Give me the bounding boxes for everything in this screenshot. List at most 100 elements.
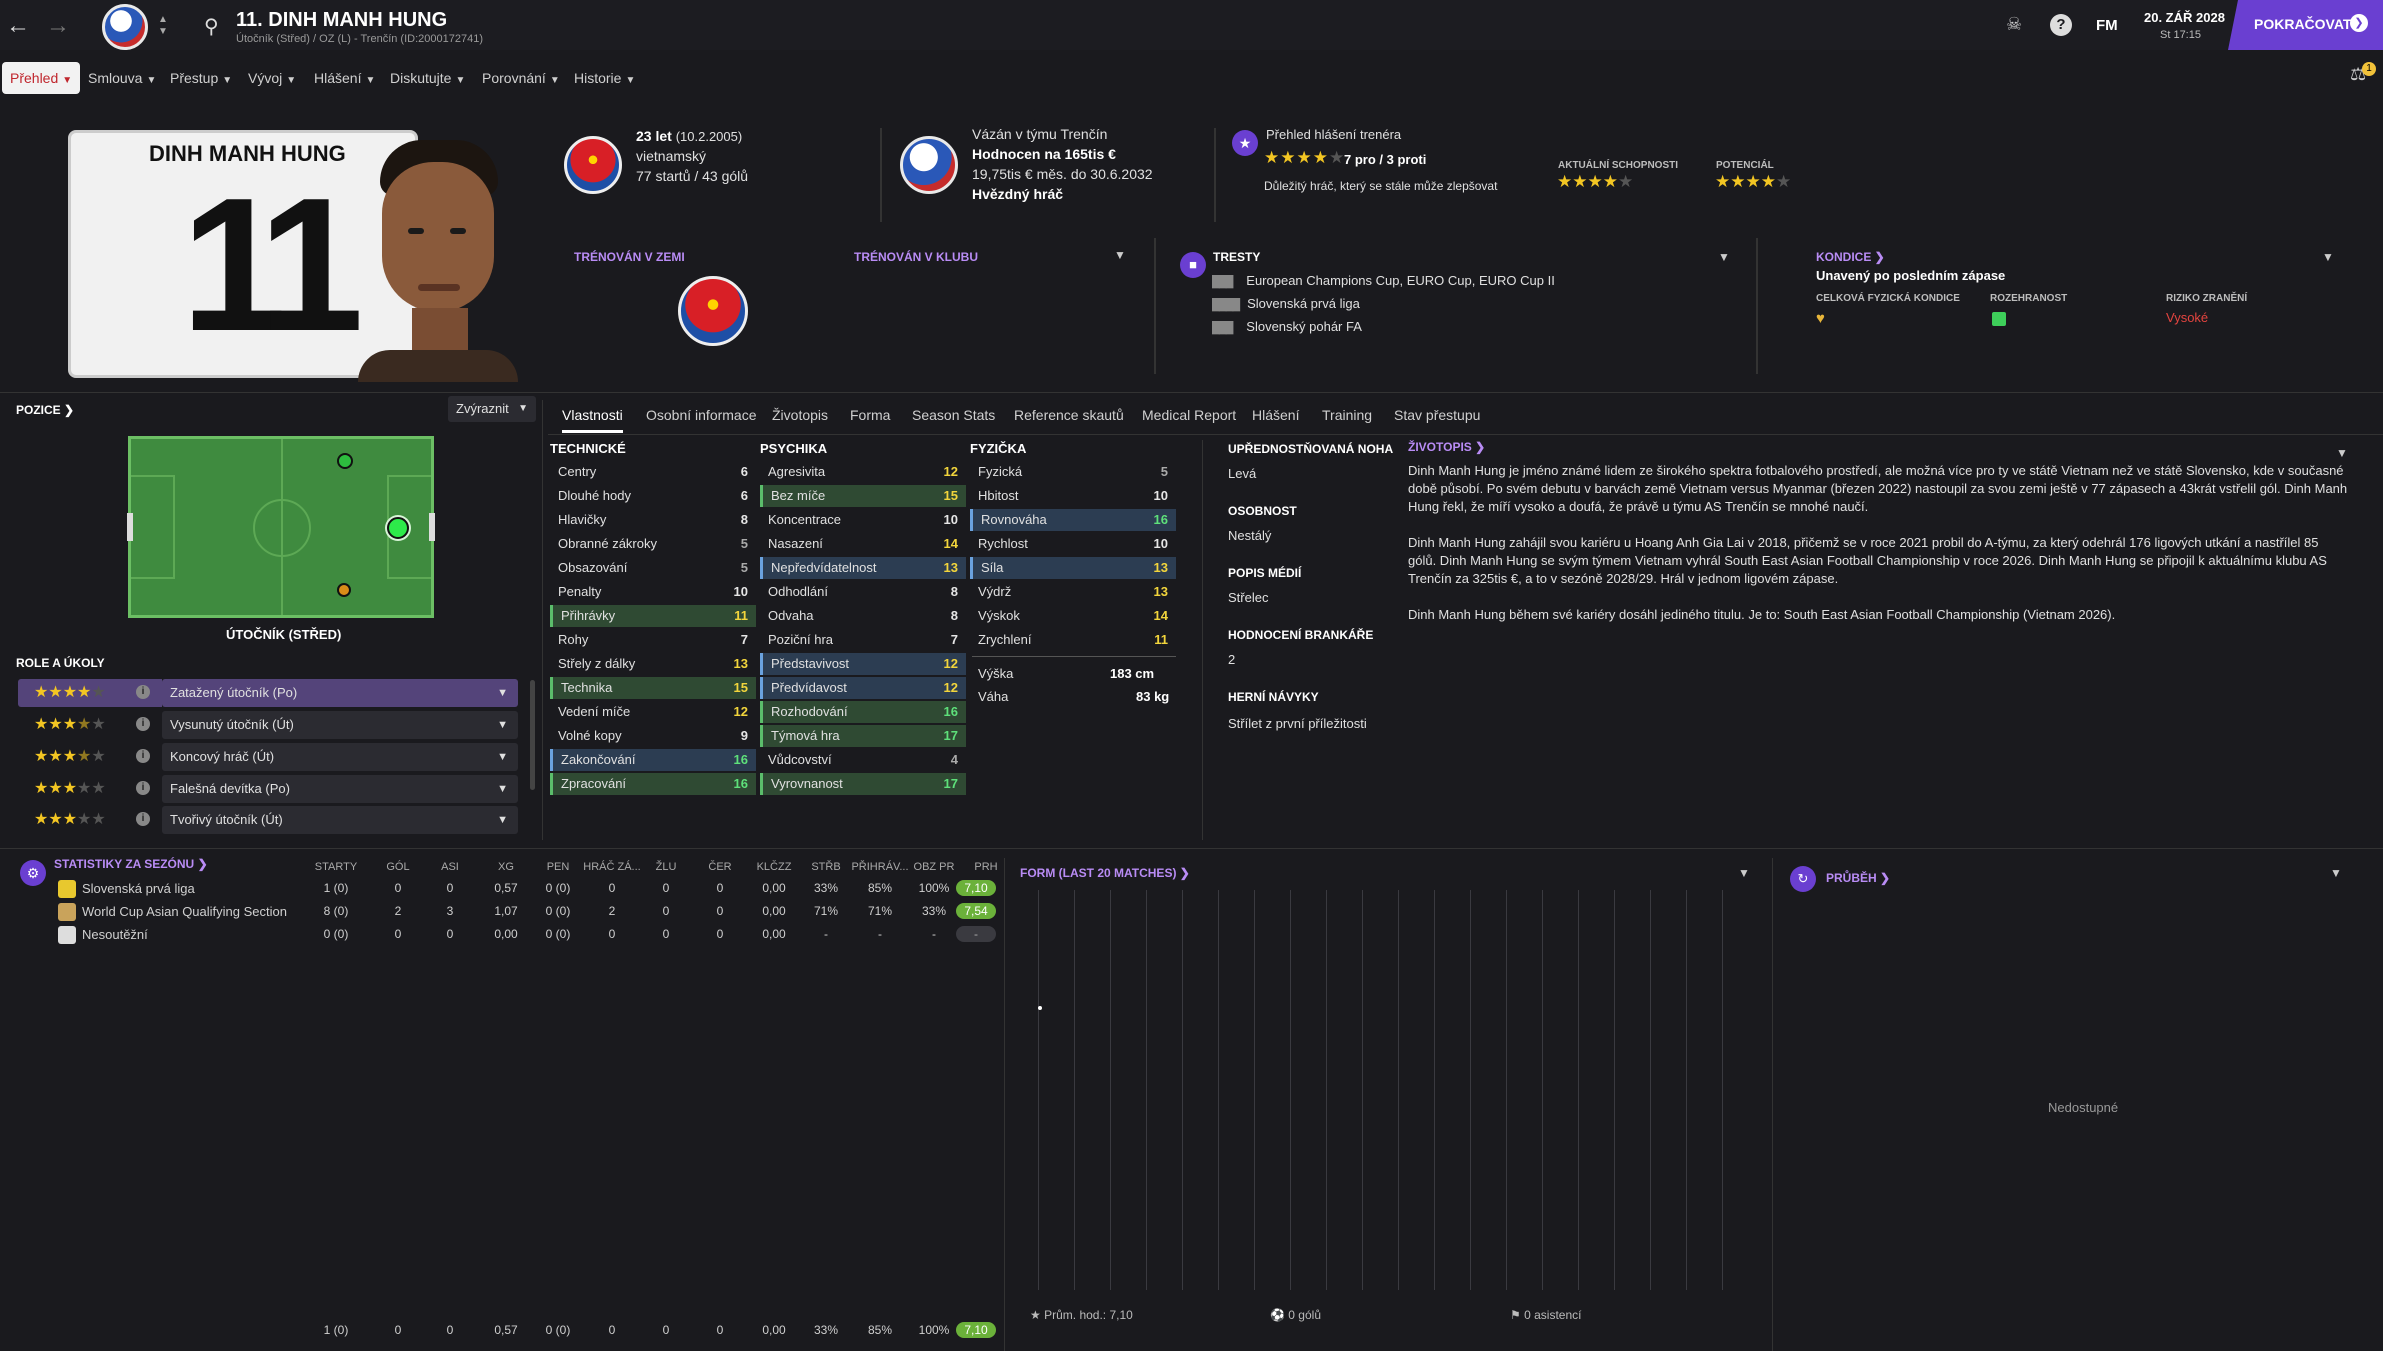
nav-development[interactable]: Vývoj ▼ [248,70,297,86]
tab-training[interactable]: Training [1322,407,1373,423]
condition-expand-icon[interactable]: ▼ [2322,250,2334,264]
attribute-row[interactable]: Dlouhé hody 6 [550,485,756,507]
attribute-row[interactable]: Předvídavost 12 [760,677,966,699]
info-icon[interactable]: i [136,685,150,699]
tab-reports[interactable]: Hlášení [1252,407,1300,423]
continue-button[interactable]: POKRAČOVAT ❯ [2228,0,2383,50]
stats-column-header[interactable]: ŽLU [655,861,677,873]
tab-form[interactable]: Forma [850,407,891,423]
forward-arrow-icon[interactable]: → [46,12,70,39]
attribute-row[interactable]: Hbitost 10 [970,485,1176,507]
tab-medical-report[interactable]: Medical Report [1142,407,1237,423]
attribute-row[interactable]: Zpracování 16 [550,773,756,795]
attribute-row[interactable]: Poziční hra 7 [760,629,966,651]
attribute-row[interactable]: Výskok 14 [970,605,1176,627]
info-icon[interactable]: i [136,717,150,731]
stats-column-header[interactable]: PŘIHRÁV... [851,861,909,873]
club-badge-info[interactable] [900,136,958,194]
attribute-row[interactable]: Bez míče 15 [760,485,966,507]
coach-report-title[interactable]: Přehled hlášení trenéra [1266,127,1402,142]
attribute-row[interactable]: Obranné zákroky 5 [550,533,756,555]
fm-menu[interactable]: FM [2096,17,2118,34]
competition-name[interactable]: Slovenská prvá liga [82,881,195,896]
back-arrow-icon[interactable]: ← [6,12,30,39]
attribute-row[interactable]: Střely z dálky 13 [550,653,756,675]
nav-compare[interactable]: Porovnání ▼ [482,70,560,86]
attribute-row[interactable]: Hlavičky 8 [550,509,756,531]
attribute-row[interactable]: Agresivita 12 [760,461,966,483]
attribute-row[interactable]: Obsazování 5 [550,557,756,579]
nav-history[interactable]: Historie ▼ [574,70,636,86]
stats-column-header[interactable]: PEN [546,861,570,873]
nav-reports[interactable]: Hlášení ▼ [314,70,376,86]
nav-contract[interactable]: Smlouva ▼ [88,70,157,86]
attribute-row[interactable]: Penalty 10 [550,581,756,603]
attribute-row[interactable]: Rychlost 10 [970,533,1176,555]
progress-title[interactable]: PRŮBĚH ❯ [1826,871,1891,885]
stats-column-header[interactable]: ASI [441,861,459,873]
tab-attributes[interactable]: Vlastnosti [562,397,623,433]
trained-expand-icon[interactable]: ▼ [1114,248,1126,262]
attribute-row[interactable]: Nasazení 14 [760,533,966,555]
competition-name[interactable]: World Cup Asian Qualifying Section [82,904,287,919]
attribute-row[interactable]: Zakončování 16 [550,749,756,771]
search-icon[interactable]: ⚲ [204,16,219,38]
nav-overview[interactable]: Přehled ▼ [2,62,81,94]
attribute-row[interactable]: Volné kopy 9 [550,725,756,747]
tab-scout-reports[interactable]: Reference skautů [1014,407,1124,423]
form-expand-icon[interactable]: ▼ [1738,866,1750,880]
attribute-row[interactable]: Centry 6 [550,461,756,483]
info-icon[interactable]: i [136,781,150,795]
attribute-row[interactable]: Rozhodování 16 [760,701,966,723]
stats-row[interactable]: Slovenská prvá liga 1 (0) 0 0 0,57 0 (0) 0 0 0 0,… [0,878,1000,900]
info-icon[interactable]: i [136,749,150,763]
attribute-row[interactable]: Rovnováha 16 [970,509,1176,531]
attribute-row[interactable]: Představivost 12 [760,653,966,675]
competition-name[interactable]: Nesoutěžní [82,927,148,942]
stats-column-header[interactable]: ČER [708,861,732,873]
trained-country-badge[interactable] [678,276,748,346]
stats-column-header[interactable]: HRÁČ ZÁ... [583,861,641,873]
attribute-row[interactable]: Fyzická 5 [970,461,1176,483]
tab-transfer-status[interactable]: Stav přestupu [1394,407,1481,423]
tab-season-stats[interactable]: Season Stats [912,407,996,423]
player-nationality[interactable]: vietnamský [636,148,707,164]
tab-personal-info[interactable]: Osobní informace [646,407,757,423]
attribute-row[interactable]: Nepředvídatelnost 13 [760,557,966,579]
attribute-row[interactable]: Zrychlení 11 [970,629,1176,651]
info-icon[interactable]: i [136,812,150,826]
tab-biography[interactable]: Životopis [772,407,829,423]
nav-transfer[interactable]: Přestup ▼ [170,70,233,86]
attribute-row[interactable]: Přihrávky 11 [550,605,756,627]
attribute-row[interactable]: Odvaha 8 [760,605,966,627]
attribute-row[interactable]: Týmová hra 17 [760,725,966,747]
attribute-row[interactable]: Výdrž 13 [970,581,1176,603]
attribute-row[interactable]: Vyrovnanost 17 [760,773,966,795]
stats-column-header[interactable]: STARTY [314,861,358,873]
stats-column-header[interactable]: KLČZZ [756,861,792,873]
skull-icon[interactable]: ☠ [2006,14,2023,34]
role-row[interactable]: ★★★★★ i Vysunutý útočník (Út) ▼ [18,711,518,739]
attribute-row[interactable]: Vedení míče 12 [550,701,756,723]
form-title[interactable]: FORM (LAST 20 MATCHES) ❯ [1020,866,1190,880]
attribute-row[interactable]: Koncentrace 10 [760,509,966,531]
stats-column-header[interactable]: PRH [974,861,998,873]
nation-badge[interactable] [564,136,622,194]
attribute-row[interactable]: Odhodlání 8 [760,581,966,603]
biography-expand-icon[interactable]: ▼ [2336,446,2348,460]
stats-row[interactable]: Nesoutěžní 0 (0) 0 0 0,00 0 (0) 0 0 0 0,00 - - - - [0,924,1000,946]
stats-column-header[interactable]: XG [498,861,514,873]
role-row[interactable]: ★★★★★ i Koncový hráč (Út) ▼ [18,743,518,771]
biography-title[interactable]: ŽIVOTOPIS ❯ [1408,440,1486,454]
stats-column-header[interactable]: STŘB [811,861,841,873]
nav-discuss[interactable]: Diskutujte ▼ [390,70,466,86]
role-row[interactable]: ★★★★★ i Tvořivý útočník (Út) ▼ [18,806,518,834]
player-switch-icon[interactable]: ▲ ▼ [158,14,168,37]
club-badge[interactable] [102,4,148,50]
role-row[interactable]: ★★★★★ i Zatažený útočník (Po) ▼ [18,679,518,707]
attribute-row[interactable]: Vůdcovství 4 [760,749,966,771]
role-row[interactable]: ★★★★★ i Falešná devítka (Po) ▼ [18,775,518,803]
stats-column-header[interactable]: GÓL [386,861,410,873]
highlight-dropdown[interactable]: Zvýraznit ▼ [448,396,536,422]
stats-column-header[interactable]: OBZ PR [913,861,955,873]
